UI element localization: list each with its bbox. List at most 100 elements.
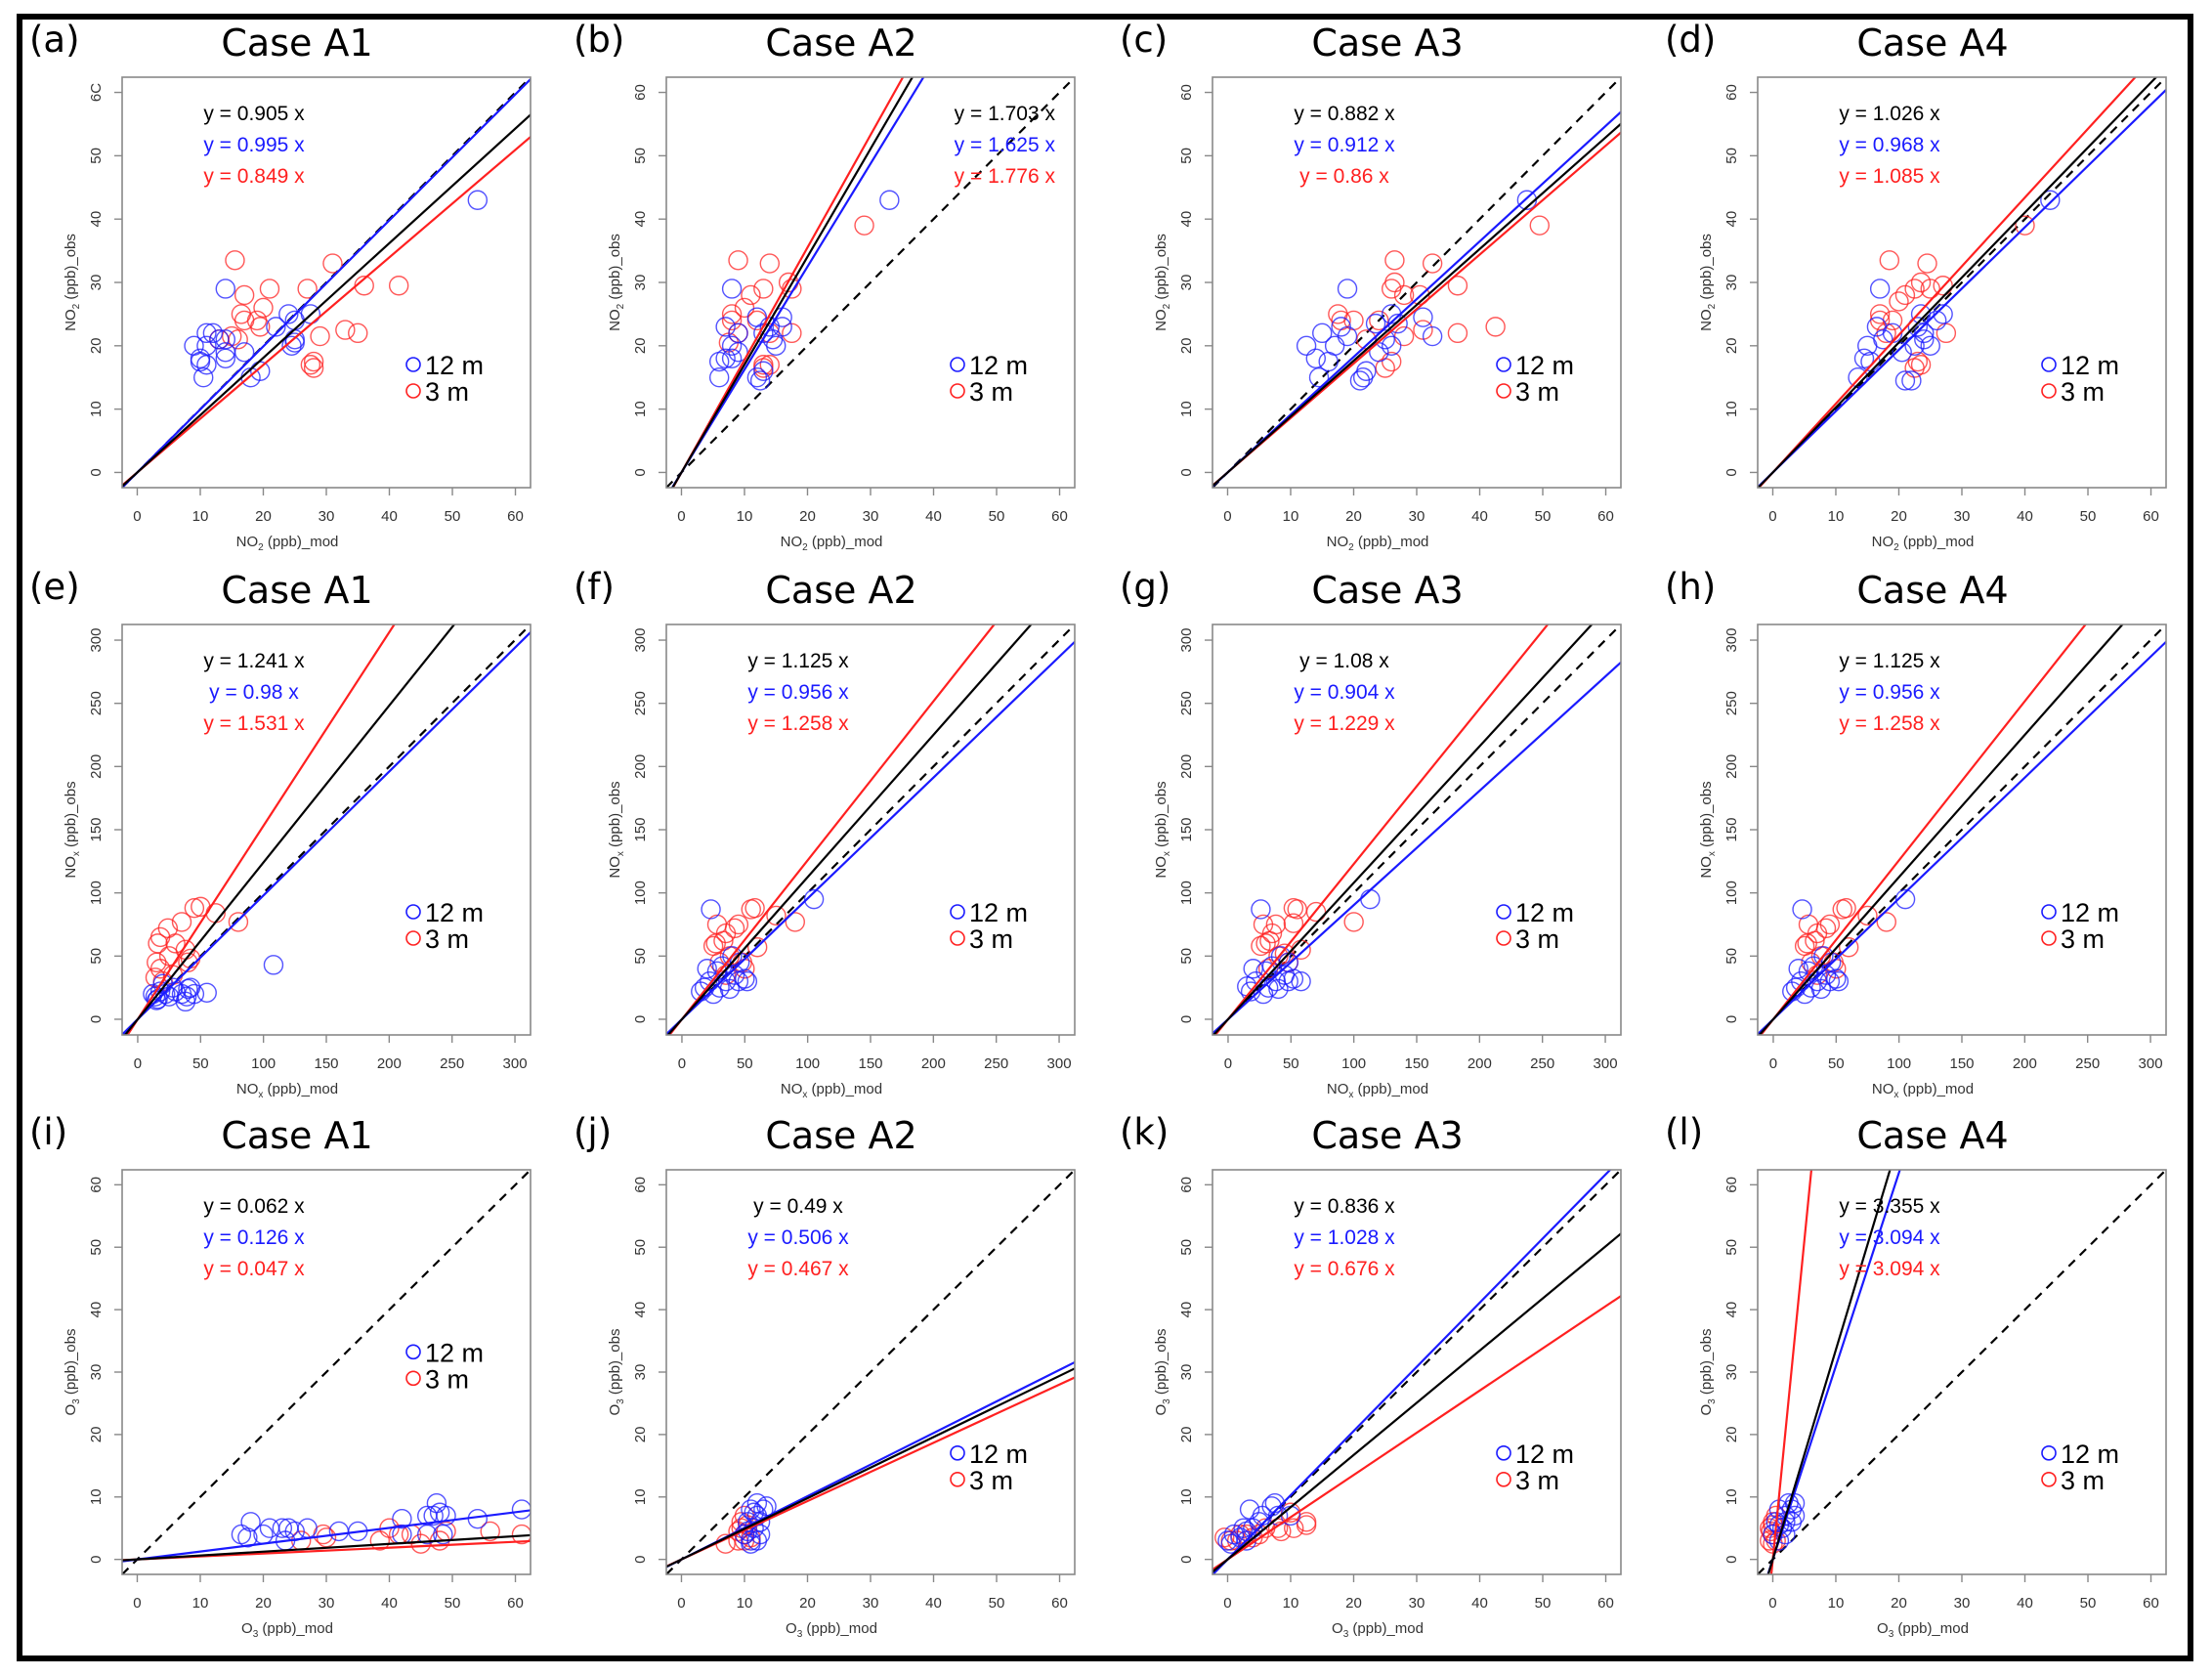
legend-label-3m: 3 m [969,924,1013,954]
data-point-12m [697,959,717,979]
legend-label-12m: 12 m [2061,898,2119,927]
y-tick-label: 200 [632,754,649,779]
plot-area [1212,77,1621,488]
panel-letter: (c) [1120,19,1168,61]
legend-marker-3m [2041,930,2057,946]
panel-title: Case A2 [765,569,916,612]
x-axis-label: NOx (ppb)_mod [236,1081,338,1100]
x-tick-label: 20 [1891,508,1907,525]
fit-equation-12m: y = 0.968 x [1839,134,1940,156]
data-point-12m [766,335,787,357]
one-to-one-line [666,77,1075,488]
data-point-3m [300,355,321,375]
y-tick-label: 0 [1723,468,1740,476]
x-tick-label: 10 [1283,1595,1299,1612]
panel-title: Case A3 [1311,569,1463,612]
panel-a: (a) Case A1 0 0 10 10 20 20 30 30 40 40 50 50 60 6C NO2 … [29,19,532,553]
fit-equation-all: y = 0.836 x [1294,1195,1395,1218]
x-axis-label: O3 (ppb)_mod [241,1620,333,1640]
data-point-12m [266,317,286,337]
legend-marker-3m [1496,1472,1511,1487]
x-tick-label: 60 [2143,508,2159,525]
x-tick-label: 30 [319,508,335,525]
y-tick-label: 60 [632,1177,649,1193]
x-tick-label: 50 [2080,508,2097,525]
figure-frame [17,14,2193,1661]
data-point-3m [178,952,198,972]
one-to-one-line [122,1170,531,1574]
data-point-12m [1813,946,1834,967]
legend-label-3m: 3 m [969,1466,1013,1495]
data-point-3m [1819,914,1841,935]
fit-equation-all: y = 0.49 x [753,1195,843,1218]
panel-title: Case A2 [765,22,916,64]
x-tick-label: 20 [1345,508,1362,525]
legend-label-12m: 12 m [969,898,1028,927]
y-tick-label: 60 [1723,1177,1740,1193]
y-tick-label: 50 [632,948,649,965]
data-point-3m [303,351,324,372]
legend-marker-3m [950,930,965,946]
data-point-12m [715,348,736,368]
y-tick-label: 40 [1178,211,1195,228]
panel-l: (l) Case A4 0 0 10 10 20 20 30 30 40 40 50 50 60 60 O3 (… [1665,1111,2167,1640]
data-point-3m [766,905,787,926]
x-tick-label: 50 [2080,1595,2097,1612]
y-tick-label: 300 [1723,628,1740,653]
data-point-12m [278,304,299,324]
one-to-one-line [1758,1170,2166,1574]
y-axis-label: O3 (ppb)_obs [1698,1329,1718,1416]
data-point-12m [426,1492,447,1514]
data-point-3m [303,358,324,378]
data-point-12m [1243,959,1263,979]
x-tick-label: 250 [1530,1055,1554,1072]
legend-marker-12m [1496,357,1511,372]
legend-marker-12m [950,357,965,372]
panel-letter: (h) [1665,566,1716,608]
legend-marker-12m [405,1344,421,1360]
legend-marker-3m [950,1472,965,1487]
data-point-12m [196,322,217,344]
plot-area [666,624,1075,1035]
y-tick-label: 40 [632,1302,649,1318]
legend: 12 m3 m [405,898,484,954]
fit-line-12m [1766,1170,1901,1574]
fit-equation-12m: y = 0.956 x [1839,681,1940,704]
x-tick-label: 40 [381,508,398,525]
fit-line-all [1212,1232,1621,1573]
panel-i: (i) Case A1 0 0 10 10 20 20 30 30 40 40 50 50 60 60 O3 (… [29,1111,532,1640]
panel-e: (e) Case A1 0 0 50 50 100 100 150 150 200 200 250 250… [29,566,532,1100]
x-tick-label: 300 [1594,1055,1618,1072]
y-tick-label: 10 [1723,1488,1740,1505]
y-tick-label: 0 [1723,1015,1740,1023]
x-tick-label: 50 [445,1595,461,1612]
data-point-3m [1529,215,1550,236]
x-tick-label: 0 [1223,1595,1231,1612]
y-tick-label: 0 [1178,1555,1195,1563]
data-point-12m [722,946,743,967]
x-tick-label: 300 [1047,1055,1072,1072]
data-point-12m [272,1518,293,1538]
y-tick-label: 0 [88,1555,105,1563]
y-tick-label: 150 [632,817,649,841]
fit-equation-3m: y = 1.258 x [747,712,849,735]
x-tick-label: 100 [795,1055,820,1072]
data-point-12m [772,317,792,337]
x-axis-label: NO2 (ppb)_mod [781,534,883,553]
y-axis-label: NO2 (ppb)_obs [63,234,82,331]
data-point-12m [701,899,721,920]
data-point-3m [2015,215,2035,236]
fit-line-12m [122,1509,531,1563]
data-point-3m [1283,913,1304,933]
data-point-3m [228,912,249,932]
legend-label-3m: 3 m [1515,924,1559,954]
x-tick-label: 0 [1768,508,1776,525]
y-tick-label: 10 [1723,401,1740,417]
fit-line-all [666,1367,1075,1569]
fit-equation-3m: y = 0.467 x [747,1258,849,1280]
legend-marker-12m [2041,1445,2057,1461]
legend: 12 m3 m [405,351,484,407]
y-tick-label: 200 [88,754,105,779]
x-tick-label: 50 [445,508,461,525]
fit-line-all [122,1533,531,1562]
